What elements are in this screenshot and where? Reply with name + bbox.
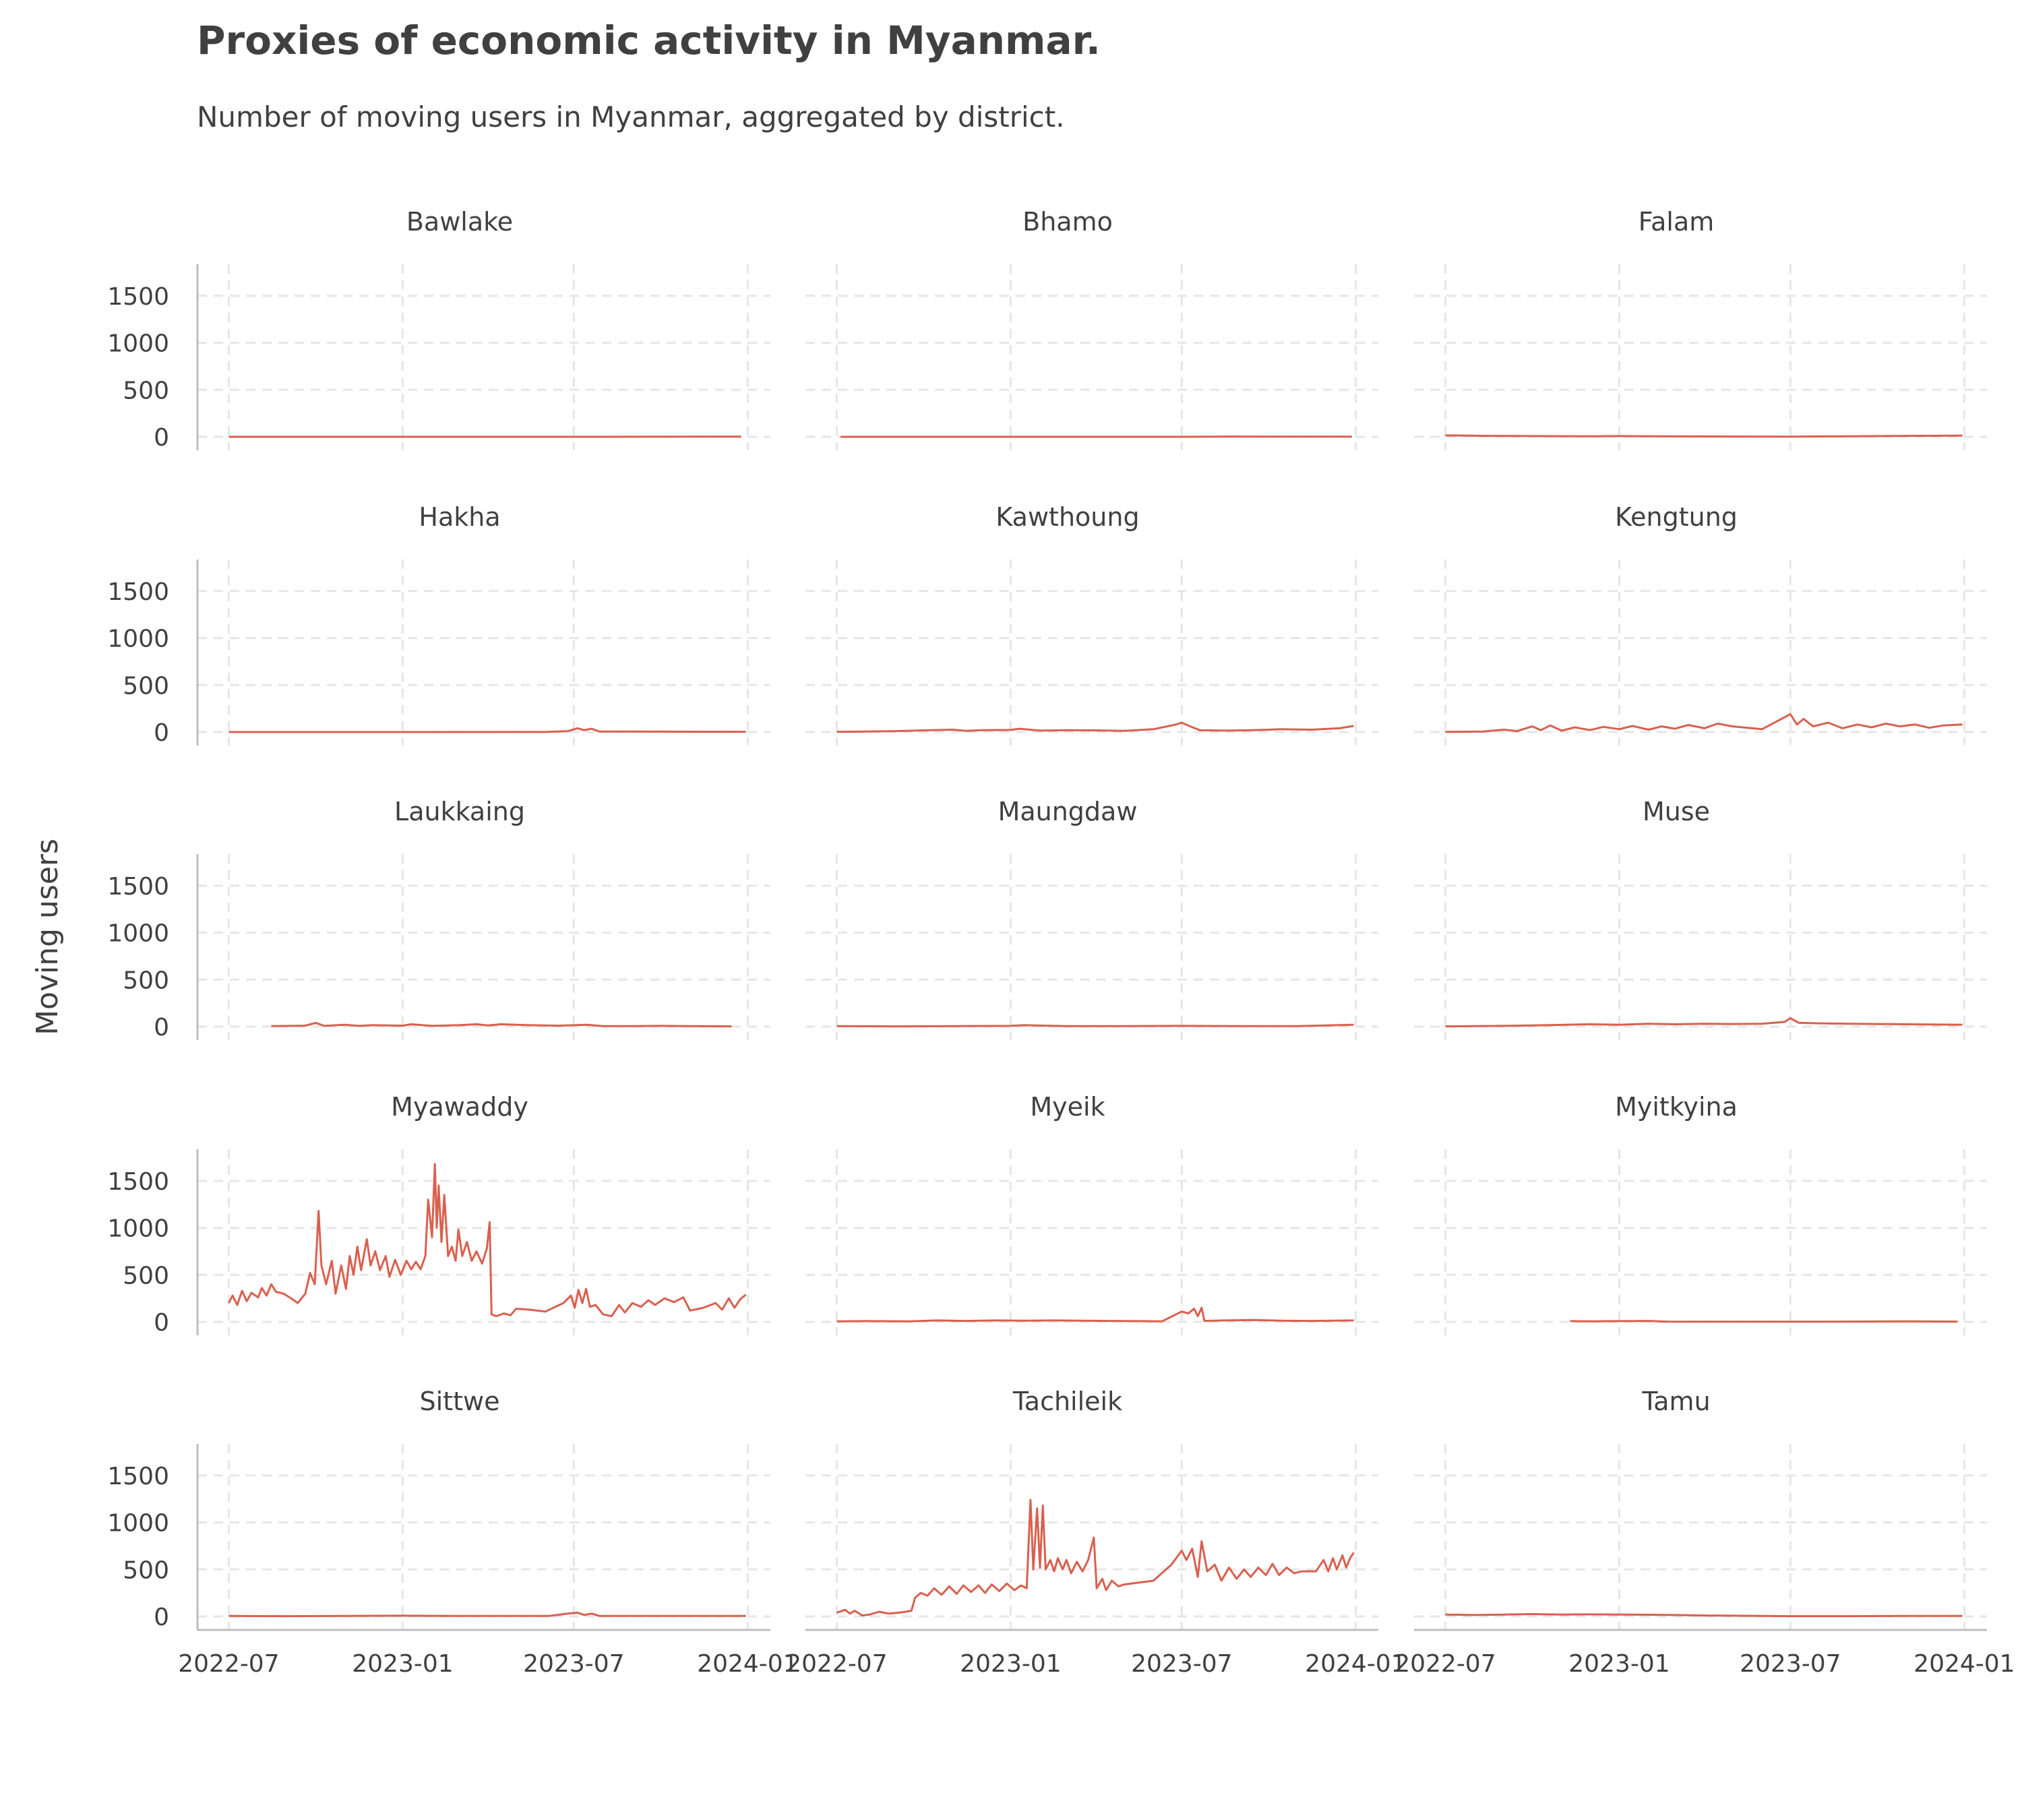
x-tick-label: 2023-07 bbox=[1740, 1650, 1841, 1678]
x-tick-label: 2022-07 bbox=[178, 1650, 279, 1678]
chart-subtitle: Number of moving users in Myanmar, aggre… bbox=[197, 100, 1065, 133]
panel-myeik: Myeik bbox=[805, 1092, 1378, 1335]
panel-title: Tamu bbox=[1641, 1387, 1710, 1416]
y-tick-label: 500 bbox=[123, 377, 169, 404]
panel-tamu: Tamu 2022-07 2023-01 2023-07 2024-01 bbox=[1395, 1387, 2015, 1678]
series-line-myitkyina bbox=[1570, 1320, 1958, 1323]
y-tick-label: 1500 bbox=[107, 1463, 169, 1490]
series-line-kengtung bbox=[1445, 713, 1963, 733]
panel-title: Maungdaw bbox=[998, 797, 1138, 826]
x-tick-label: 2024-01 bbox=[697, 1650, 798, 1678]
panel-hakha: Hakha 0 500 1000 1500 bbox=[107, 502, 770, 747]
y-tick-label: 0 bbox=[154, 1309, 169, 1337]
x-tick-label: 2023-07 bbox=[1131, 1650, 1232, 1678]
series-line-myawaddy bbox=[228, 1163, 747, 1318]
panel-laukkaing: Laukkaing 0 500 1000 1500 bbox=[107, 797, 770, 1041]
y-tick-label: 500 bbox=[123, 967, 169, 994]
series-line-myeik bbox=[836, 1306, 1354, 1323]
y-tick-label: 1500 bbox=[107, 578, 169, 606]
y-tick-label: 1000 bbox=[107, 626, 169, 653]
x-tick-label: 2023-01 bbox=[960, 1650, 1061, 1678]
panel-title: Kawthoung bbox=[995, 502, 1139, 532]
series-line-sittwe bbox=[228, 1611, 746, 1618]
y-tick-label: 1000 bbox=[107, 330, 169, 358]
panel-kengtung: Kengtung bbox=[1414, 502, 1987, 746]
y-tick-label: 0 bbox=[154, 719, 169, 747]
y-tick-label: 0 bbox=[154, 1604, 169, 1631]
x-tick-label: 2022-07 bbox=[786, 1650, 887, 1678]
panel-muse: Muse bbox=[1414, 797, 1987, 1040]
panel-title: Sittwe bbox=[420, 1387, 500, 1416]
chart-title: Proxies of economic activity in Myanmar. bbox=[197, 18, 1101, 63]
y-tick-label: 1500 bbox=[107, 873, 169, 901]
panel-bawlake: Bawlake 0 500 1000 1500 bbox=[107, 207, 770, 452]
panel-falam: Falam bbox=[1414, 207, 1987, 450]
series-line-hakha bbox=[228, 727, 746, 733]
panel-title: Bawlake bbox=[406, 207, 513, 237]
y-tick-label: 500 bbox=[123, 1262, 169, 1290]
y-tick-label: 1000 bbox=[107, 1215, 169, 1243]
panel-title: Kengtung bbox=[1615, 502, 1738, 532]
panel-title: Muse bbox=[1643, 797, 1710, 826]
series-line-tamu bbox=[1445, 1613, 1963, 1618]
series-line-tachileik bbox=[836, 1498, 1355, 1617]
panel-kawthoung: Kawthoung bbox=[805, 502, 1378, 746]
series-line-laukkaing bbox=[271, 1021, 732, 1028]
panel-title: Myeik bbox=[1030, 1092, 1105, 1122]
panel-title: Tachileik bbox=[1012, 1387, 1122, 1416]
panel-bhamo: Bhamo bbox=[805, 207, 1378, 450]
panel-myawaddy: Myawaddy 0 500 1000 1500 bbox=[107, 1092, 770, 1337]
panel-title: Bhamo bbox=[1022, 207, 1113, 237]
panel-myitkyina: Myitkyina bbox=[1414, 1092, 1987, 1335]
x-tick-label: 2024-01 bbox=[1913, 1650, 2015, 1678]
y-tick-label: 500 bbox=[123, 1556, 169, 1584]
x-tick-label: 2022-07 bbox=[1395, 1650, 1496, 1678]
y-tick-label: 500 bbox=[123, 672, 169, 700]
panel-title: Hakha bbox=[419, 502, 500, 532]
series-line-maungdaw bbox=[836, 1023, 1354, 1028]
x-tick-label: 2024-01 bbox=[1305, 1650, 1406, 1678]
y-axis-label: Moving users bbox=[30, 839, 65, 1035]
x-tick-label: 2023-01 bbox=[1568, 1650, 1669, 1678]
y-tick-label: 1500 bbox=[107, 283, 169, 311]
y-tick-label: 1500 bbox=[107, 1168, 169, 1196]
y-tick-label: 0 bbox=[154, 424, 169, 452]
panel-grid: Bawlake 0 500 1000 1500 Bhamo Falam Hakha 0 500 10… bbox=[107, 207, 2015, 1678]
panel-tachileik: Tachileik 2022-07 2023-01 2023-07 2024-01 bbox=[786, 1387, 1406, 1678]
series-line-kawthoung bbox=[836, 721, 1354, 733]
panel-title: Falam bbox=[1638, 207, 1715, 237]
panel-title: Myawaddy bbox=[391, 1092, 528, 1122]
panel-title: Myitkyina bbox=[1615, 1092, 1738, 1122]
y-tick-label: 0 bbox=[154, 1014, 169, 1041]
y-tick-label: 1000 bbox=[107, 1510, 169, 1538]
series-line-muse bbox=[1445, 1017, 1963, 1028]
panel-sittwe: Sittwe 0 500 1000 1500 2022-07 2023-01 2023-07 2… bbox=[107, 1387, 798, 1678]
series-line-falam bbox=[1445, 434, 1963, 438]
y-tick-label: 1000 bbox=[107, 920, 169, 948]
panel-maungdaw: Maungdaw bbox=[805, 797, 1378, 1040]
panel-title: Laukkaing bbox=[394, 797, 525, 826]
x-tick-label: 2023-07 bbox=[523, 1650, 624, 1678]
x-tick-label: 2023-01 bbox=[352, 1650, 453, 1678]
